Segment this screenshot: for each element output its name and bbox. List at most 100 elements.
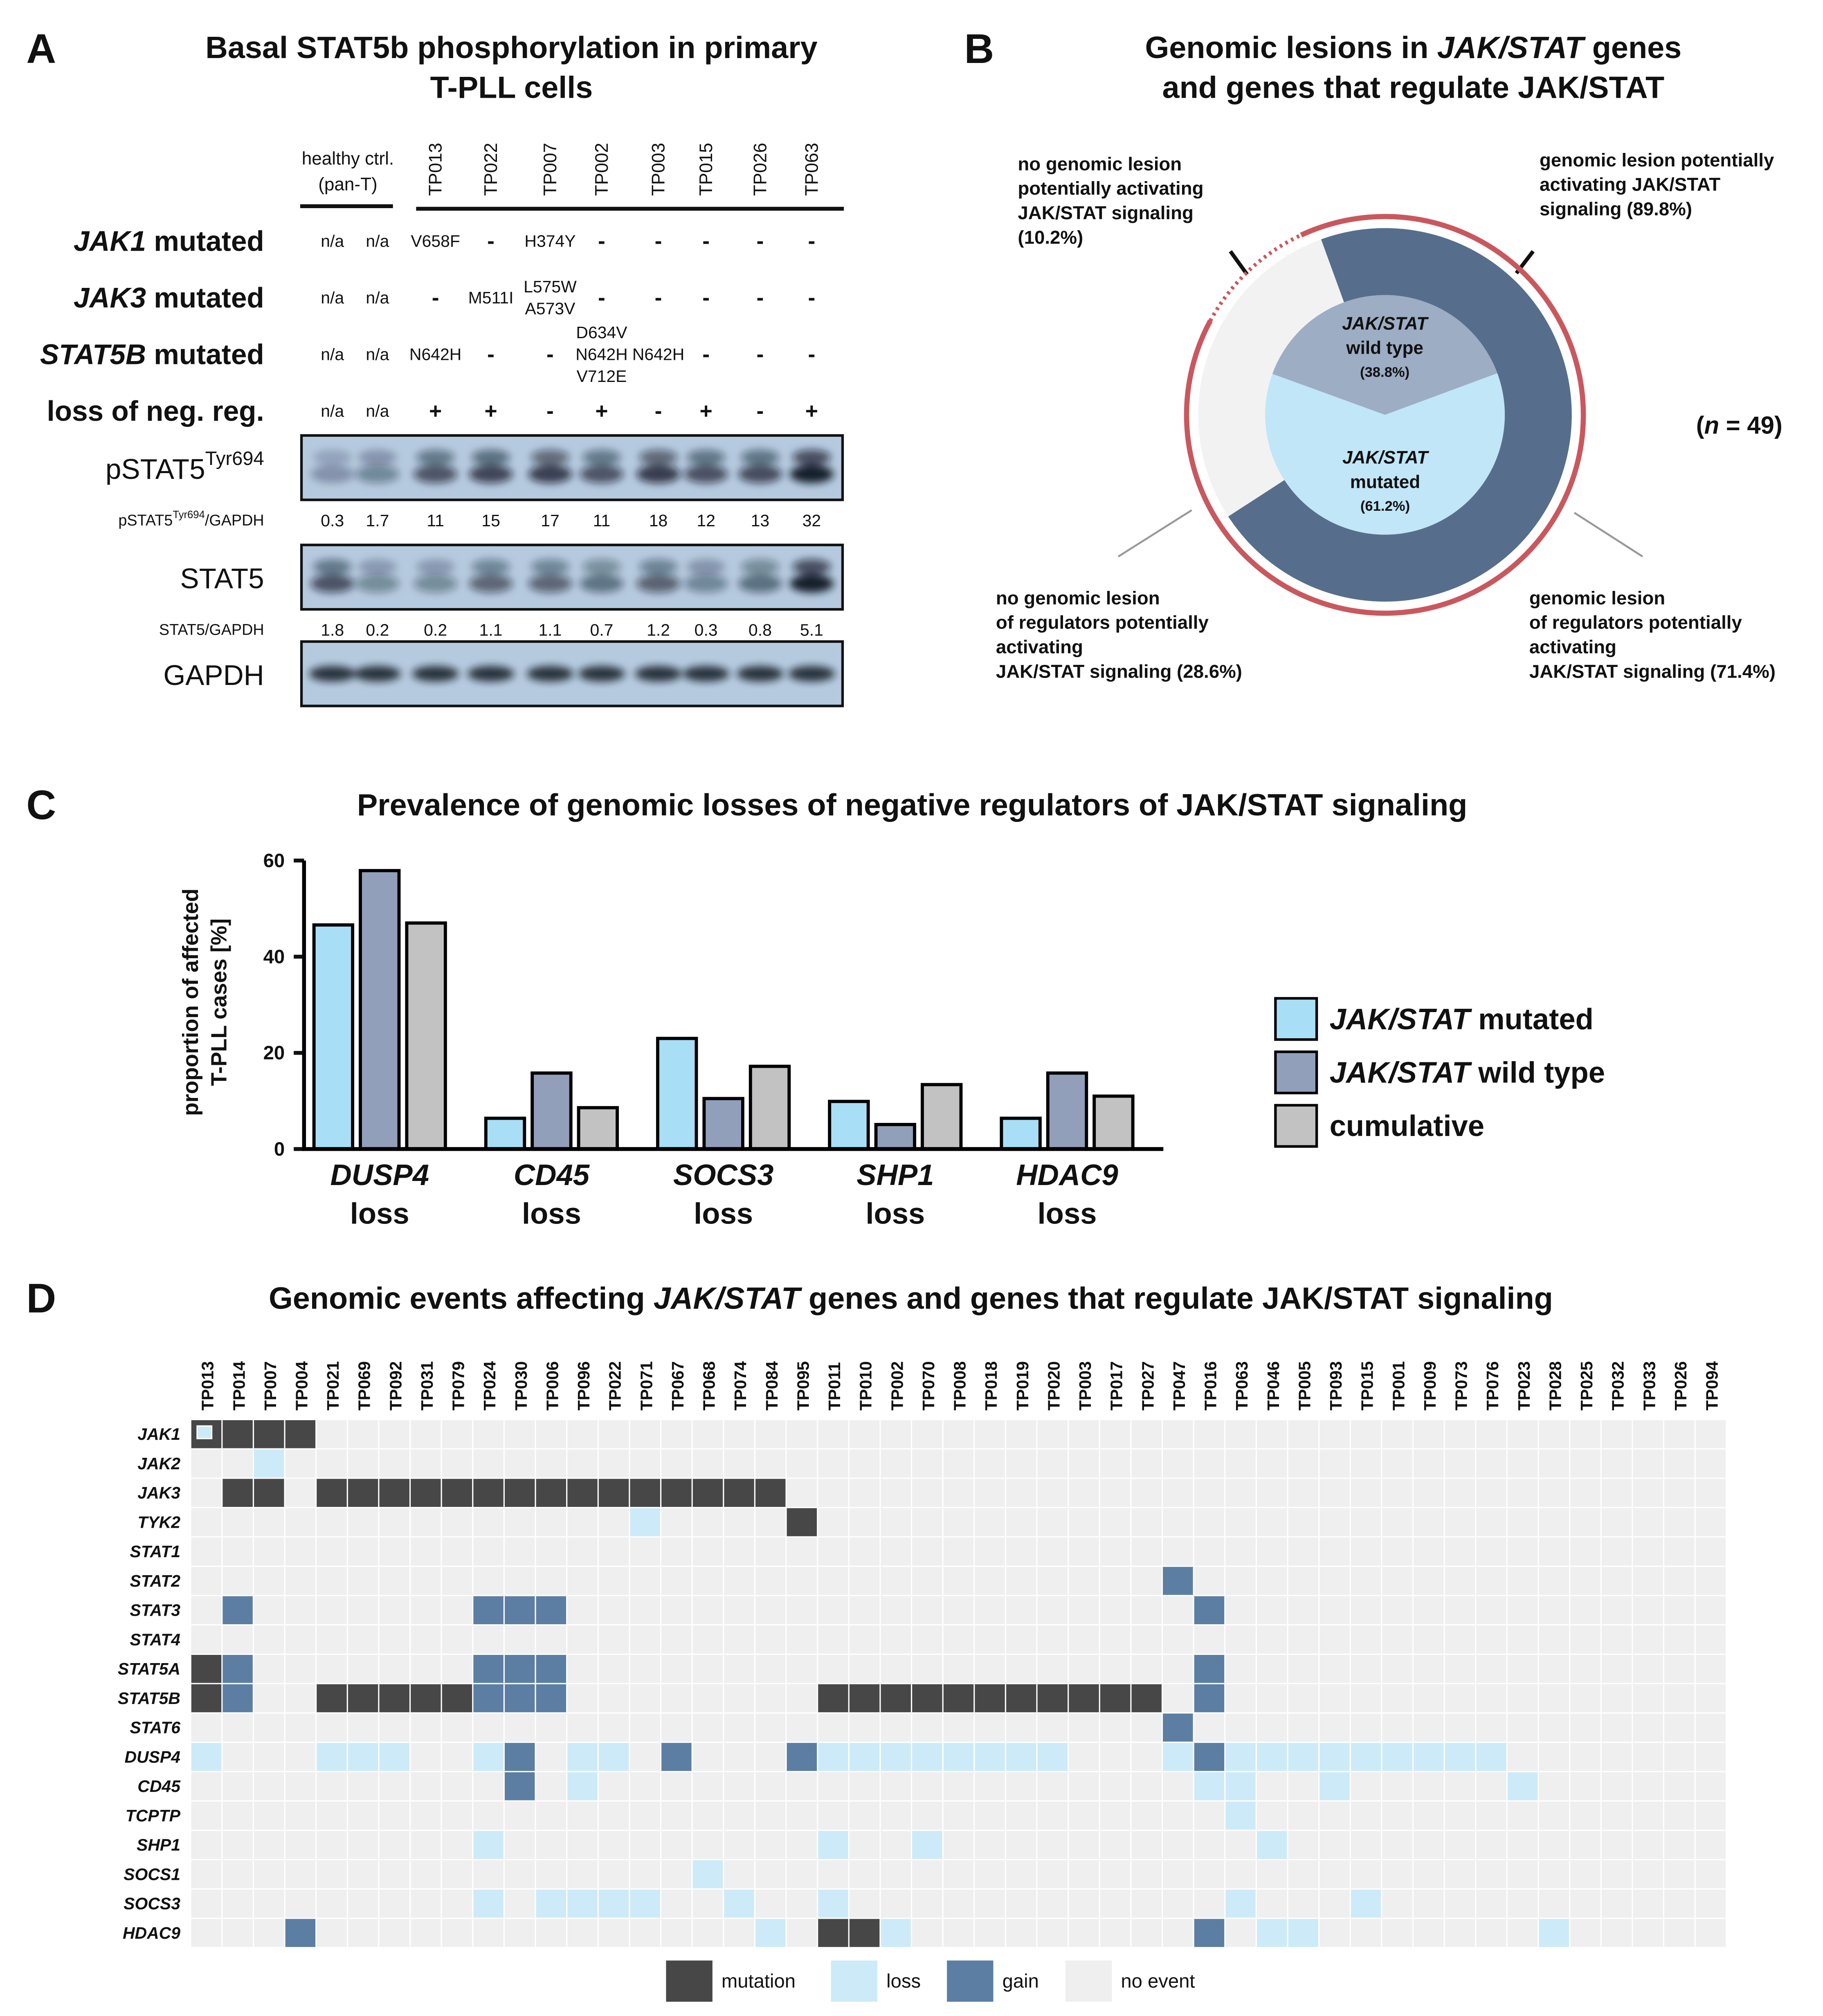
cell — [504, 1684, 535, 1713]
cell — [317, 1743, 347, 1771]
cell — [1664, 1567, 1695, 1595]
cell — [1100, 1889, 1131, 1918]
cell — [1507, 1743, 1538, 1771]
text-run: loss — [886, 1970, 921, 1992]
cell — [1601, 1919, 1632, 1947]
text-run: JAK1 — [74, 225, 146, 257]
cell — [1695, 1449, 1726, 1478]
cell-text: - — [756, 399, 764, 423]
cell — [504, 1860, 535, 1888]
cell — [536, 1801, 566, 1830]
cell — [1131, 1537, 1162, 1566]
cell — [1445, 1449, 1475, 1478]
sample-label: TP014 — [229, 1361, 248, 1410]
sample-label: TP069 — [355, 1361, 374, 1411]
text-run: Prevalence of genomic losses of negative… — [357, 788, 1467, 822]
y-axis-label: T-PLL cases [%] — [207, 918, 231, 1086]
text-run: DUSP4 — [330, 1158, 429, 1191]
cell — [724, 1479, 754, 1507]
text-run: TP026 — [750, 143, 770, 196]
cell — [1288, 1537, 1319, 1566]
cell — [442, 1713, 472, 1742]
bands — [309, 666, 835, 682]
text-run: ( — [1696, 411, 1704, 439]
cell — [1006, 1713, 1036, 1742]
cell — [285, 1655, 316, 1683]
cell — [567, 1713, 598, 1742]
bar — [577, 1106, 619, 1151]
cell — [1194, 1596, 1225, 1625]
cell — [1382, 1449, 1412, 1478]
cell — [317, 1596, 347, 1625]
cell — [285, 1567, 316, 1595]
cell — [755, 1508, 786, 1536]
cell — [473, 1596, 504, 1625]
cell — [692, 1889, 723, 1918]
quant-value: 1.2 — [647, 621, 670, 640]
text-run: TP002 — [888, 1361, 906, 1411]
cell — [1100, 1713, 1131, 1742]
cell — [724, 1684, 754, 1713]
cell — [223, 1479, 253, 1507]
text-run: - — [655, 399, 662, 423]
cell-text: n/a — [366, 288, 389, 307]
text-run: (61.2%) — [1360, 498, 1410, 514]
text-run: JAK/STAT — [1437, 31, 1586, 65]
cell — [1319, 1655, 1350, 1683]
cell — [379, 1537, 409, 1566]
cell — [1288, 1831, 1319, 1859]
text-run: 0.2 — [424, 621, 447, 640]
text-run: JAK/STAT — [1330, 1056, 1472, 1089]
cell-text: + — [429, 399, 442, 423]
cell — [536, 1889, 566, 1918]
cell — [567, 1831, 598, 1859]
cell — [1507, 1508, 1538, 1536]
cell — [1445, 1684, 1475, 1713]
cell — [1131, 1479, 1162, 1507]
cell — [379, 1772, 409, 1800]
cell — [724, 1596, 754, 1625]
sample-label: TP015 — [1358, 1361, 1377, 1411]
cell — [1539, 1479, 1569, 1507]
annotation: potentially activating — [1018, 178, 1203, 199]
cell — [755, 1449, 786, 1478]
cell — [1695, 1889, 1726, 1918]
cell — [630, 1479, 660, 1507]
cell — [504, 1625, 535, 1654]
text-run: TP014 — [229, 1361, 248, 1410]
cell — [1476, 1831, 1506, 1859]
text-run: A — [26, 26, 56, 72]
cell — [630, 1743, 660, 1771]
cell — [1601, 1596, 1632, 1625]
cell — [504, 1537, 535, 1566]
text-run: SOCS3 — [124, 1894, 180, 1913]
cell — [912, 1567, 942, 1595]
text-run: TP019 — [1013, 1361, 1032, 1411]
bar — [1000, 1116, 1042, 1151]
cell — [849, 1508, 880, 1536]
cell — [536, 1743, 566, 1771]
cell — [630, 1596, 660, 1625]
text-run: V712E — [577, 367, 627, 386]
cell-text: - — [756, 229, 764, 253]
cell — [1539, 1537, 1569, 1566]
cell — [1351, 1772, 1381, 1800]
cell — [1414, 1479, 1444, 1507]
y-axis-label: proportion of affected — [179, 889, 203, 1116]
quant-value: 0.7 — [590, 621, 614, 640]
cell — [943, 1537, 974, 1566]
cell — [661, 1508, 692, 1536]
cell — [191, 1596, 222, 1625]
cell — [442, 1743, 472, 1771]
cell — [912, 1772, 942, 1800]
cell — [1288, 1860, 1319, 1888]
cell — [348, 1420, 378, 1448]
text-run: (10.2%) — [1018, 227, 1083, 247]
cell — [1695, 1919, 1726, 1947]
cell — [1382, 1479, 1412, 1507]
cell — [1414, 1537, 1444, 1566]
annotation: JAK/STAT signaling (71.4%) — [1529, 661, 1776, 682]
cell — [1037, 1420, 1068, 1448]
cell — [912, 1801, 942, 1830]
text-run: T-PLL cases [%] — [207, 918, 231, 1086]
